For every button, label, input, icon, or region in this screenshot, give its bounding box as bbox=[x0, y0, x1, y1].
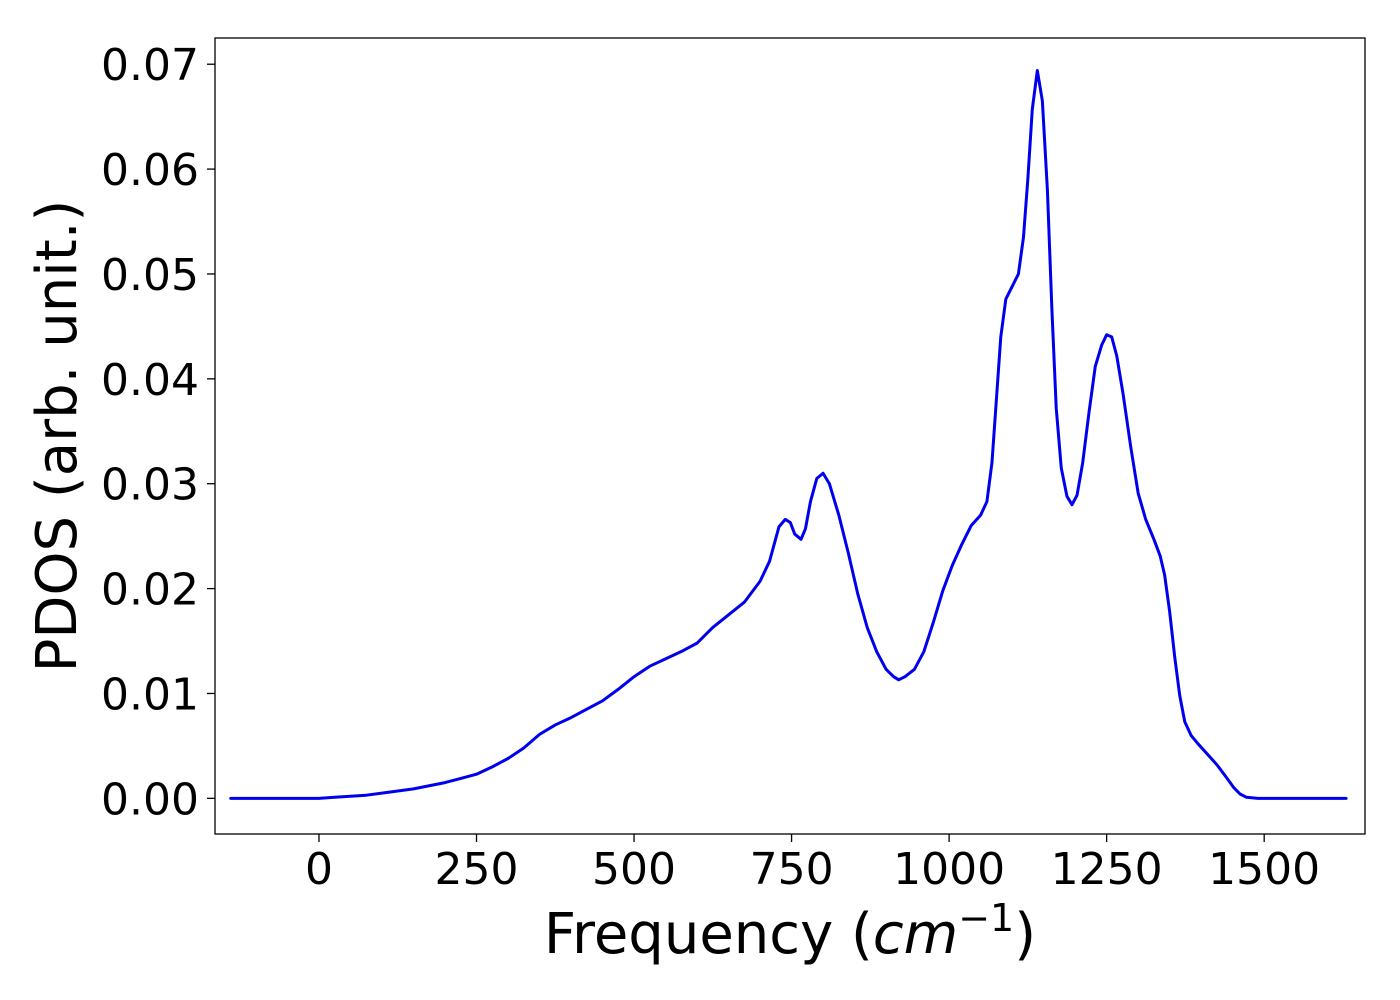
x-axis-title: Frequency (cm−1) bbox=[544, 896, 1036, 967]
x-axis-title-exponent: −1 bbox=[958, 896, 1014, 940]
x-tick-label: 1500 bbox=[1208, 844, 1320, 895]
y-axis-title: PDOS (arb. unit.) bbox=[25, 200, 90, 673]
y-tick-label: 0.07 bbox=[101, 40, 199, 91]
y-tick-label: 0.00 bbox=[101, 774, 199, 825]
x-axis-title-prefix: Frequency ( bbox=[544, 902, 873, 967]
x-tick-label: 1250 bbox=[1051, 844, 1163, 895]
plot-lines bbox=[229, 69, 1348, 800]
y-tick-label: 0.06 bbox=[101, 145, 199, 196]
y-tick-label: 0.04 bbox=[101, 355, 199, 406]
x-tick-label: 750 bbox=[750, 844, 834, 895]
y-tick-label: 0.03 bbox=[101, 460, 199, 511]
x-axis-ticks: 0 250 500 750 1000 1250 1500 bbox=[305, 834, 1320, 895]
y-tick-label: 0.01 bbox=[101, 669, 199, 720]
x-axis-title-suffix: ) bbox=[1014, 902, 1036, 967]
x-tick-label: 250 bbox=[435, 844, 519, 895]
y-tick-label: 0.02 bbox=[101, 565, 199, 616]
x-axis-title-unit: cm bbox=[873, 902, 958, 967]
x-tick-label: 500 bbox=[592, 844, 676, 895]
x-tick-label: 1000 bbox=[893, 844, 1005, 895]
pdos-series-line bbox=[229, 69, 1348, 800]
y-axis-ticks: 0.00 0.01 0.02 0.03 0.04 0.05 0.06 0.07 bbox=[101, 40, 215, 825]
y-tick-label: 0.05 bbox=[101, 250, 199, 301]
plot-frame bbox=[214, 37, 1366, 835]
x-tick-label: 0 bbox=[305, 844, 333, 895]
